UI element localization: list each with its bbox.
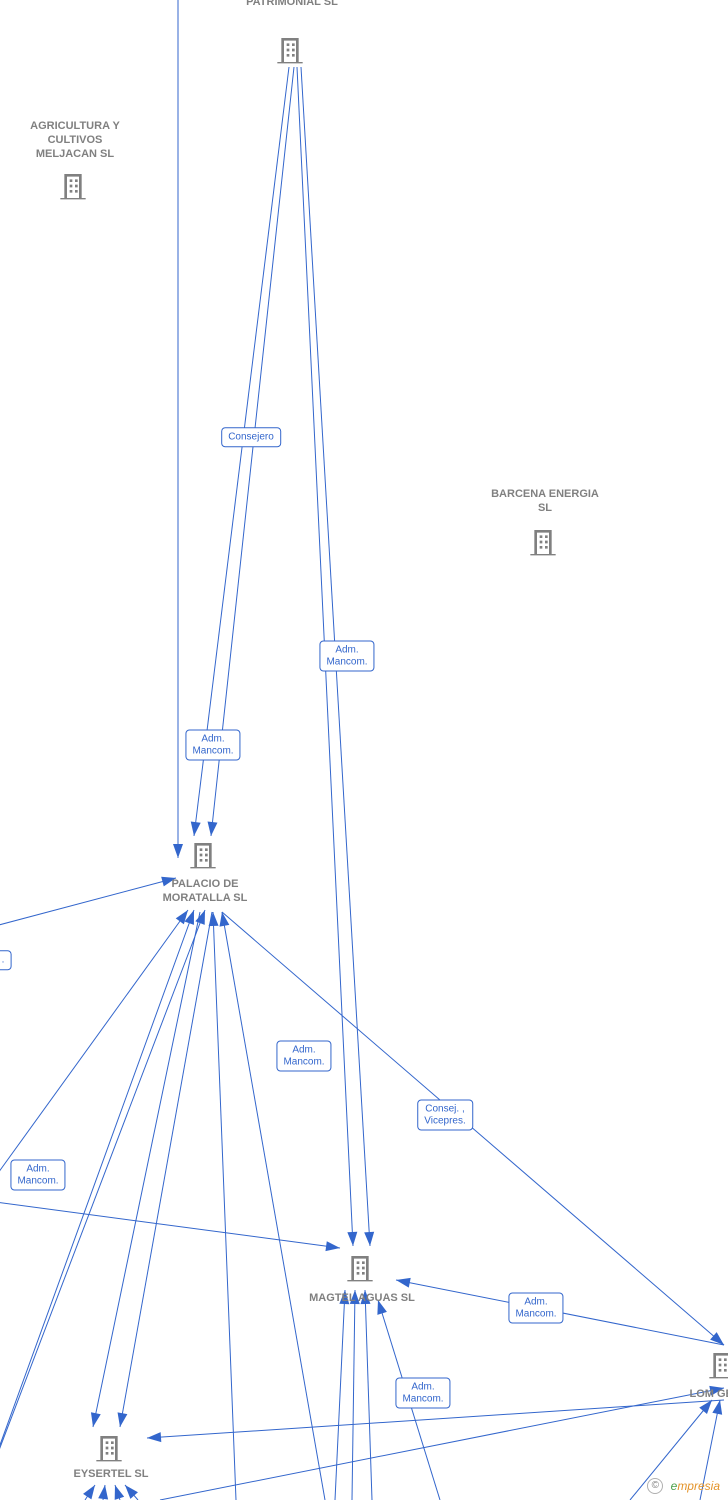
copyright-icon: ©: [647, 1478, 663, 1494]
company-node-icon[interactable]: [95, 1432, 127, 1464]
company-node-icon[interactable]: [59, 170, 91, 202]
watermark-brand: mpresia: [677, 1479, 720, 1493]
company-node-icon[interactable]: [189, 839, 221, 871]
watermark: © empresia: [647, 1478, 720, 1494]
company-node-icon[interactable]: [529, 526, 561, 558]
company-node-icon[interactable]: [276, 34, 308, 66]
company-node-icon[interactable]: [708, 1349, 728, 1381]
company-node-icon[interactable]: [346, 1252, 378, 1284]
